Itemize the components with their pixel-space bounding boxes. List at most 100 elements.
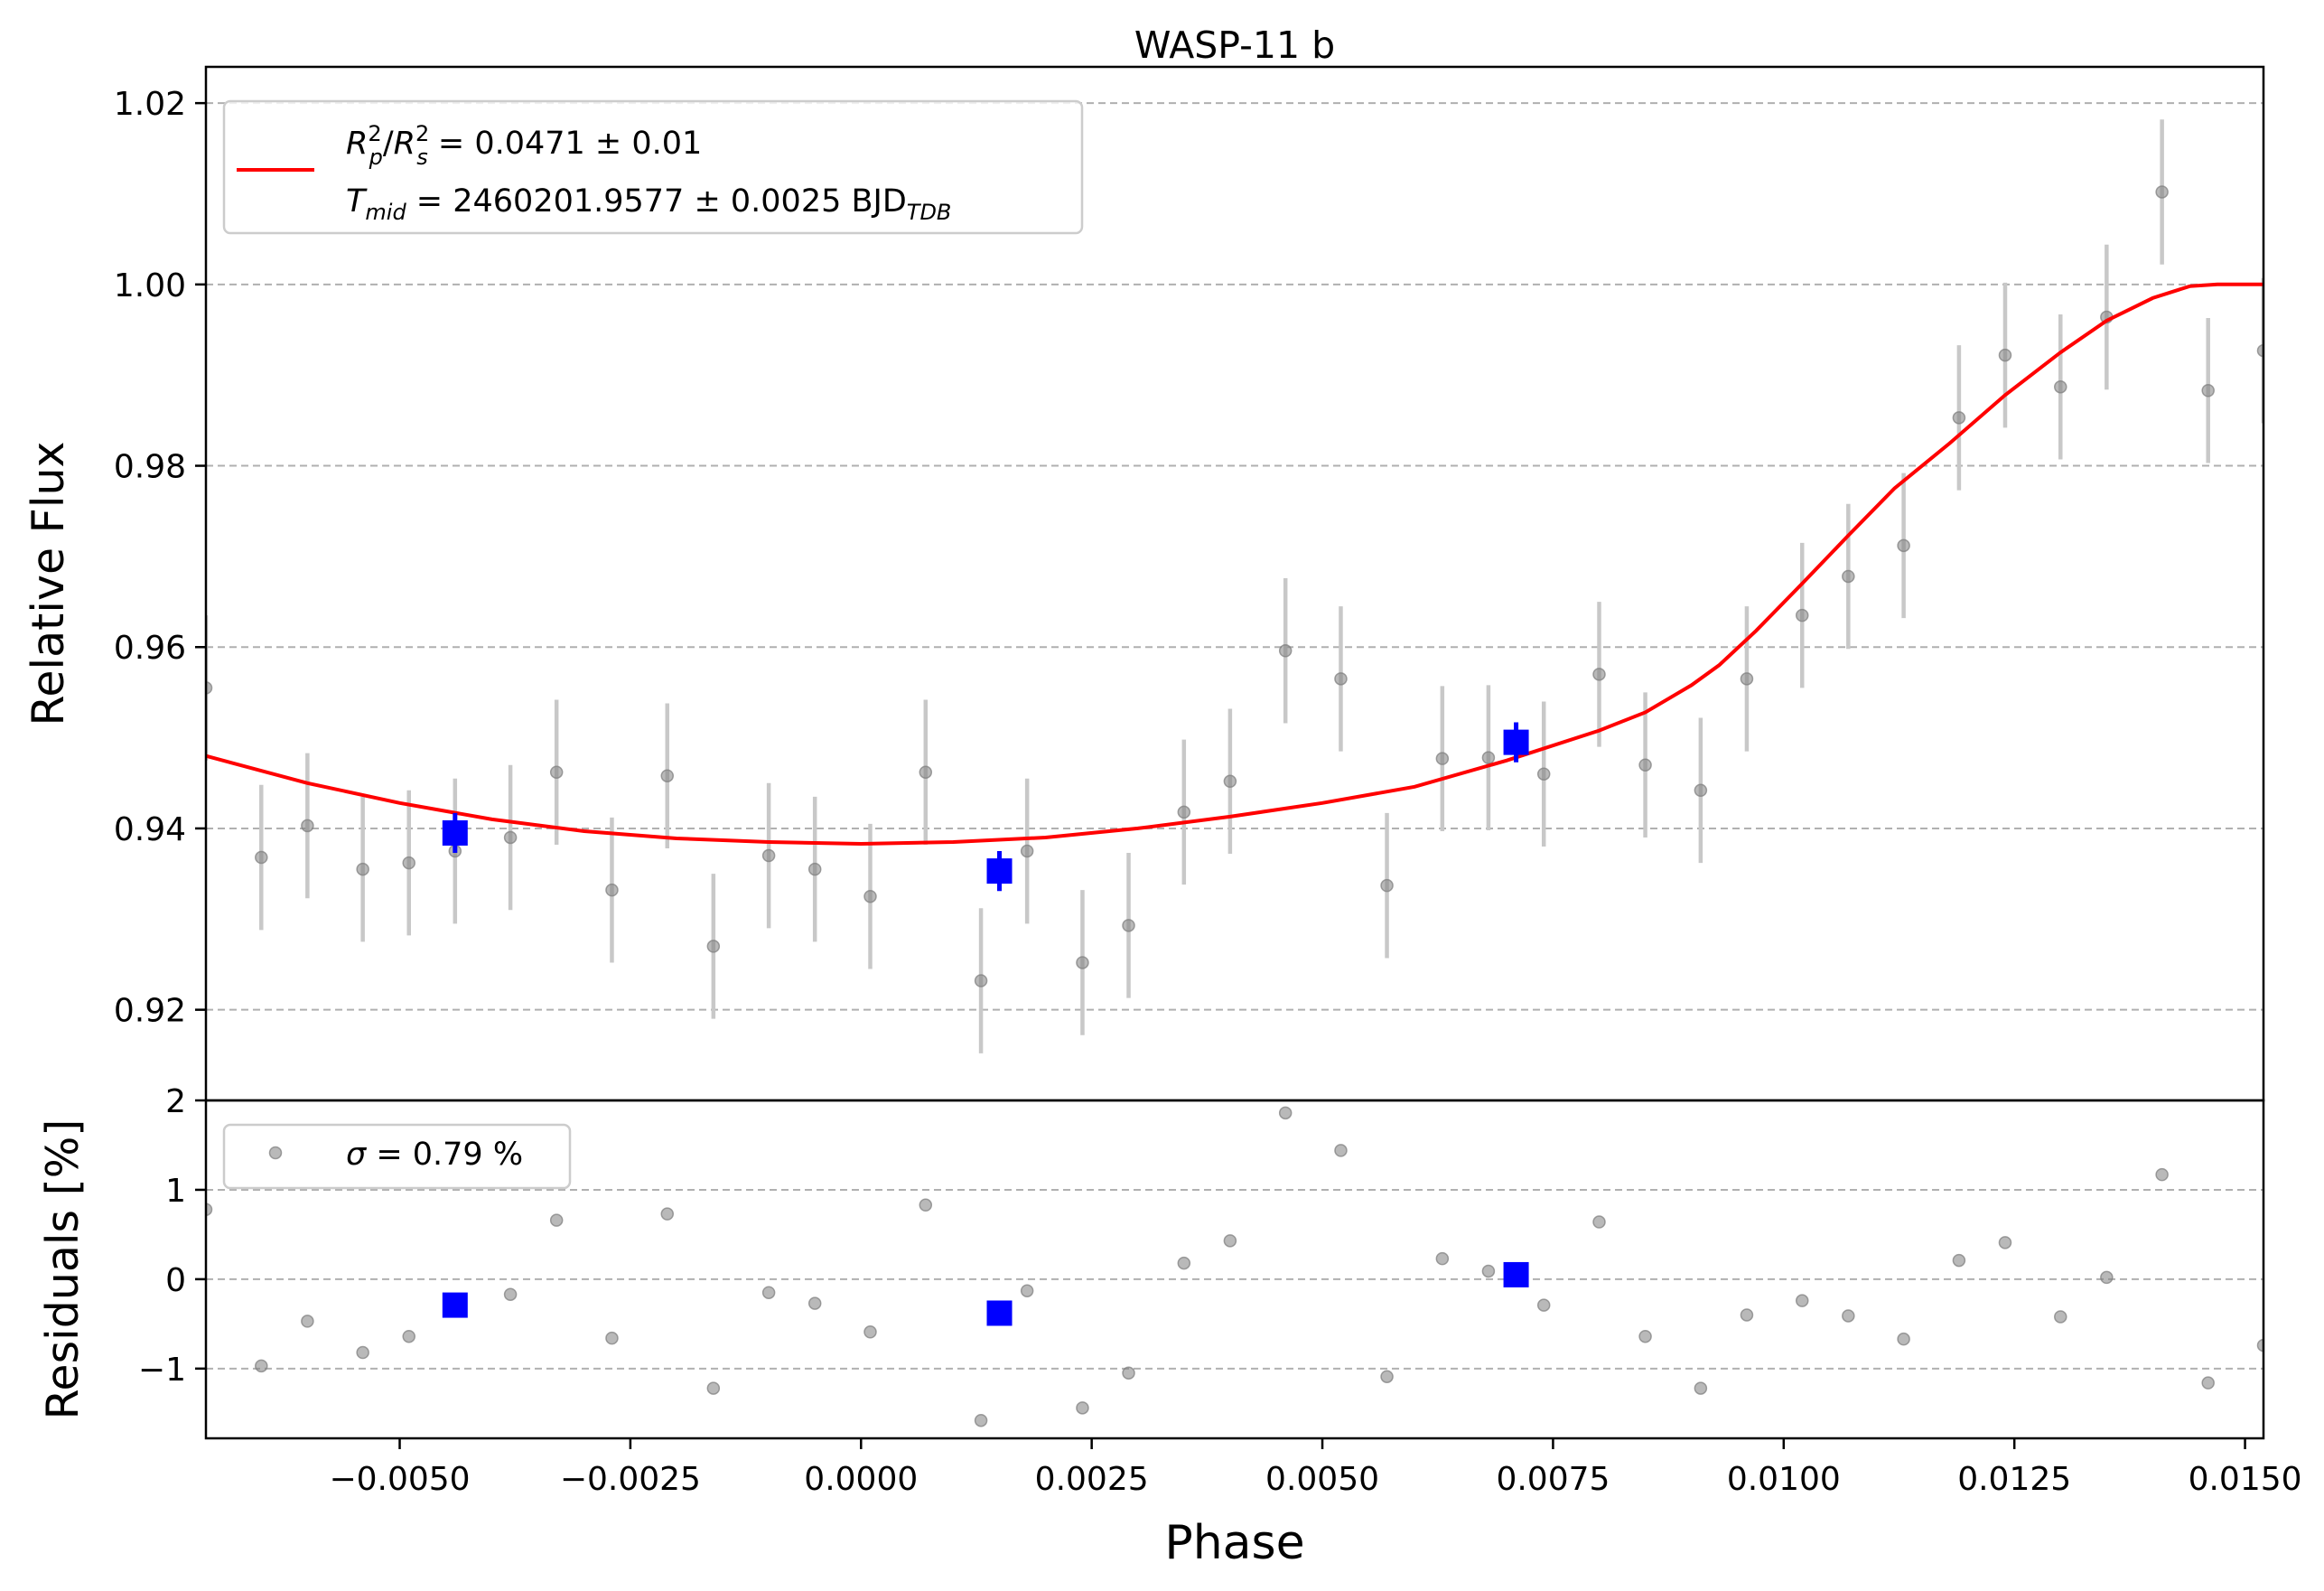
residual-point bbox=[1842, 1309, 1855, 1323]
residual-point bbox=[402, 1329, 415, 1343]
residual-point bbox=[660, 1207, 675, 1221]
residual-point bbox=[2100, 1270, 2114, 1285]
bottom-y-ticks: −1 0 1 2 bbox=[138, 1083, 206, 1389]
residual-point bbox=[863, 1325, 877, 1339]
data-point bbox=[761, 848, 776, 863]
x-tick-label: 0.0075 bbox=[1496, 1461, 1610, 1498]
residual-point bbox=[2054, 1310, 2067, 1324]
data-point bbox=[706, 940, 721, 953]
residual-point bbox=[255, 1359, 268, 1373]
residual-point bbox=[1334, 1144, 1348, 1157]
legend-depth-label: R2 p/R2 s = 0.0471 ± 0.01 bbox=[346, 121, 702, 170]
binned-residual bbox=[1503, 1261, 1529, 1287]
residual-point bbox=[1998, 1236, 2012, 1249]
data-point bbox=[255, 850, 268, 865]
x-tick-label: 0.0000 bbox=[804, 1461, 918, 1498]
residual-point bbox=[1897, 1332, 1910, 1346]
data-point bbox=[605, 883, 619, 897]
data-point bbox=[1223, 774, 1237, 789]
residual-point bbox=[1795, 1294, 1809, 1307]
binned-residuals bbox=[442, 1261, 1529, 1326]
top-y-tick-label: 1.02 bbox=[114, 86, 186, 123]
data-point bbox=[356, 862, 369, 876]
y-axis-label-top: Relative Flux bbox=[23, 441, 74, 725]
data-point bbox=[1122, 919, 1135, 932]
legend-residual-marker bbox=[268, 1146, 283, 1160]
top-legend-box bbox=[222, 99, 1084, 235]
data-point bbox=[1694, 783, 1708, 798]
top-y-tick-label: 0.92 bbox=[114, 993, 186, 1030]
x-tick-label: 0.0050 bbox=[1265, 1461, 1379, 1498]
legend-sigma-label: σ = 0.79 % bbox=[346, 1137, 523, 1173]
residual-point bbox=[549, 1213, 564, 1227]
residual-point bbox=[1076, 1401, 1089, 1415]
residual-point bbox=[1536, 1298, 1551, 1312]
residual-point bbox=[2201, 1376, 2215, 1390]
data-point bbox=[974, 974, 988, 987]
data-point bbox=[2256, 343, 2263, 358]
y-axis-label-bottom: Residuals [%] bbox=[37, 1119, 89, 1420]
residual-point bbox=[1177, 1256, 1191, 1270]
residual-point bbox=[761, 1286, 776, 1299]
residual-point bbox=[1740, 1308, 1754, 1322]
binned-point bbox=[442, 819, 468, 846]
top-y-tick-label: 0.96 bbox=[114, 630, 186, 667]
x-tick-label: −0.0050 bbox=[329, 1461, 470, 1498]
data-point bbox=[1435, 752, 1450, 765]
residual-point bbox=[1020, 1284, 1034, 1297]
bottom-y-tick-label: −1 bbox=[138, 1352, 186, 1389]
top-grid bbox=[206, 102, 2263, 1011]
residual-point bbox=[1380, 1370, 1394, 1383]
data-point bbox=[1020, 844, 1034, 858]
residual-point bbox=[605, 1331, 619, 1345]
data-point bbox=[807, 862, 822, 876]
residual-point bbox=[2256, 1338, 2263, 1352]
x-tick-label: 0.0100 bbox=[1727, 1461, 1841, 1498]
top-y-tick-label: 1.00 bbox=[114, 267, 186, 304]
data-point bbox=[660, 769, 675, 782]
bottom-legend: σ = 0.79 % bbox=[222, 1123, 572, 1190]
bottom-grid bbox=[206, 1188, 2263, 1370]
residual-point bbox=[301, 1315, 314, 1328]
residuals-panel: −1 0 1 2 −0.0050 −0.0025 0.0000 0.0025 0.0050 0.… bbox=[37, 1083, 2302, 1570]
data-point bbox=[2201, 384, 2215, 398]
residual-point bbox=[1638, 1329, 1652, 1343]
data-point bbox=[1481, 751, 1496, 764]
data-point bbox=[402, 856, 415, 870]
residual-point bbox=[1952, 1253, 1966, 1268]
binned-residual bbox=[986, 1300, 1013, 1326]
data-point bbox=[863, 889, 877, 903]
residual-point bbox=[503, 1287, 518, 1301]
top-y-tick-label: 0.98 bbox=[114, 449, 186, 486]
x-axis-label: Phase bbox=[1164, 1516, 1304, 1570]
data-point bbox=[206, 681, 213, 695]
top-plot-area bbox=[206, 119, 2263, 1053]
chart-title: WASP-11 b bbox=[1134, 23, 1335, 67]
residual-point bbox=[1694, 1381, 1708, 1395]
top-y-tick-label: 0.94 bbox=[114, 811, 186, 848]
residual-point bbox=[706, 1381, 721, 1395]
x-tick-label: −0.0025 bbox=[560, 1461, 701, 1498]
legend-tmid-label: Tmid = 2460201.9577 ± 0.0025 BJDTDB bbox=[346, 183, 951, 225]
data-point bbox=[1076, 956, 1089, 969]
residual-point bbox=[919, 1198, 933, 1212]
data-point bbox=[2054, 379, 2067, 394]
transit-panel: 0.92 0.94 0.96 0.98 1.00 1.02 R2 p/R2 s = 0.047… bbox=[23, 65, 2265, 1102]
data-point bbox=[1897, 538, 1910, 553]
x-tick-label: 0.0125 bbox=[1957, 1461, 2071, 1498]
data-points bbox=[206, 185, 2263, 987]
data-point bbox=[1592, 668, 1606, 681]
x-tick-label: 0.0025 bbox=[1035, 1461, 1149, 1498]
bottom-y-tick-label: 2 bbox=[165, 1083, 186, 1120]
binned-points bbox=[442, 722, 1529, 892]
data-point bbox=[301, 819, 314, 833]
model-curve bbox=[206, 282, 2263, 847]
residual-point bbox=[2155, 1167, 2169, 1182]
residual-point bbox=[974, 1413, 988, 1427]
x-tick-label: 0.0150 bbox=[2189, 1461, 2302, 1498]
binned-residual bbox=[442, 1292, 468, 1318]
bottom-plot-area bbox=[206, 1106, 2263, 1427]
x-ticks: −0.0050 −0.0025 0.0000 0.0025 0.0050 0.0075 0.… bbox=[329, 1438, 2302, 1498]
data-point bbox=[549, 765, 564, 779]
